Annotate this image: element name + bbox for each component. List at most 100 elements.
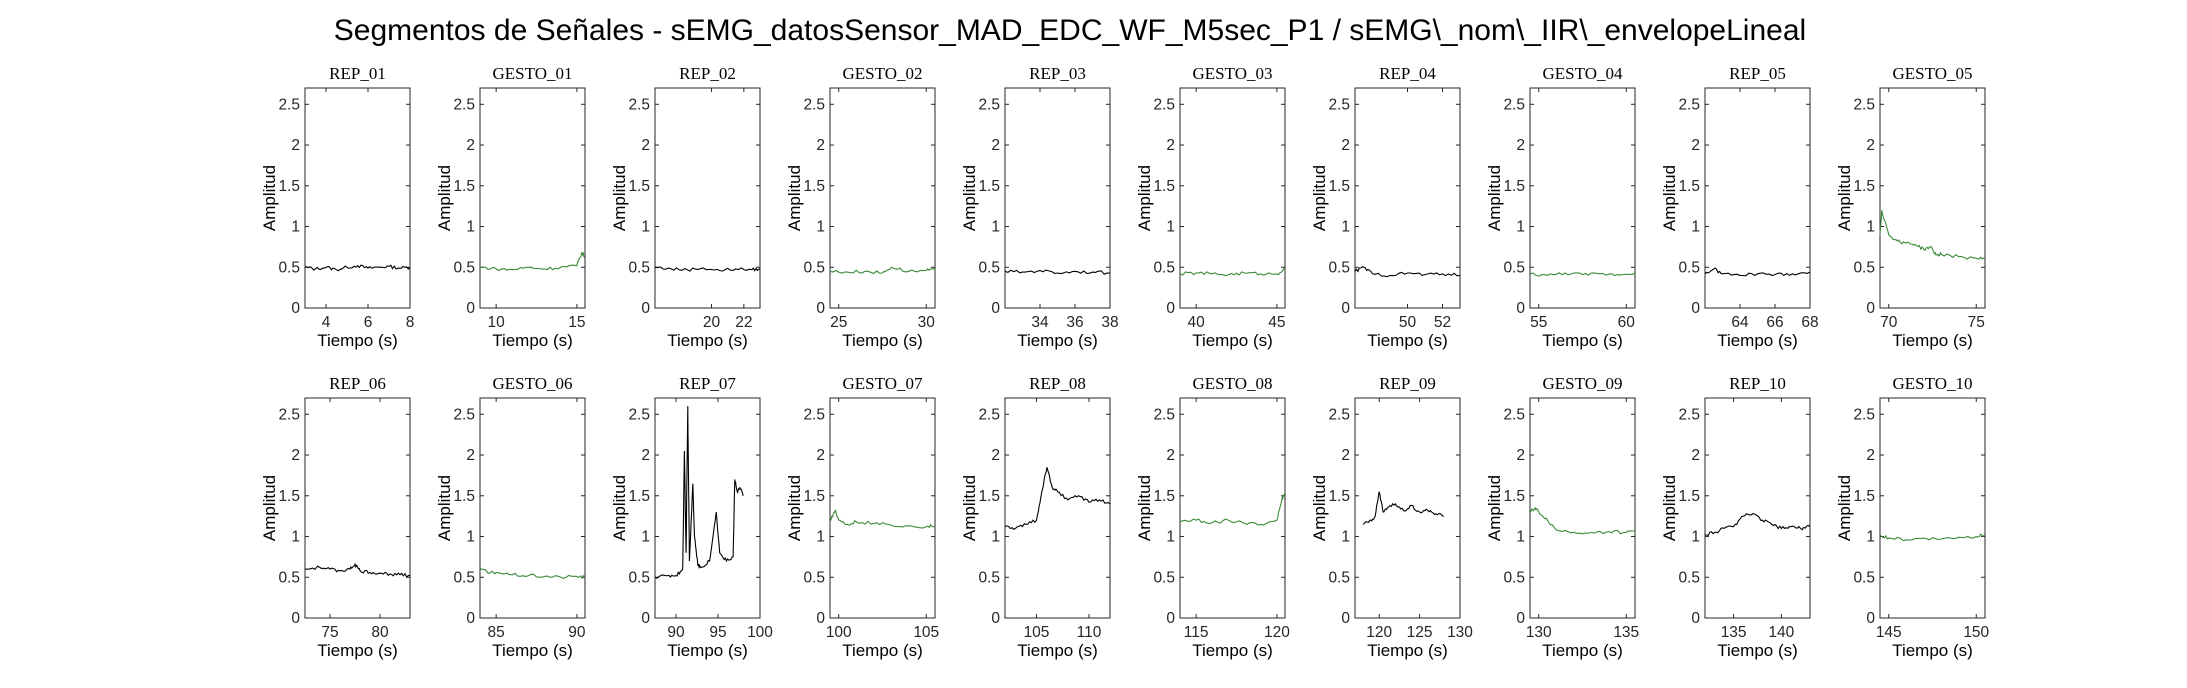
y-tick-label: 0 <box>291 300 300 317</box>
y-tick-label: 0.5 <box>978 569 1000 586</box>
x-axis-label: Tiempo (s) <box>492 331 573 350</box>
axes-box <box>654 397 761 619</box>
subplot-title: REP_02 <box>679 64 736 83</box>
y-tick-label: 2 <box>1166 447 1175 464</box>
y-tick-label: 0 <box>816 300 825 317</box>
signal-line <box>1354 266 1461 278</box>
x-tick-label: 150 <box>1963 624 1989 641</box>
x-tick-label: 64 <box>1731 314 1749 331</box>
x-axis-label: Tiempo (s) <box>1017 331 1098 350</box>
y-tick-label: 1.5 <box>453 178 475 195</box>
signal-line <box>304 562 410 578</box>
x-tick-label: 125 <box>1407 624 1433 641</box>
x-tick-label: 135 <box>1721 624 1747 641</box>
x-axis-label: Tiempo (s) <box>317 331 398 350</box>
y-tick-label: 0.5 <box>1153 259 1175 276</box>
signal-line <box>830 509 936 529</box>
x-tick-label: 4 <box>322 314 331 331</box>
y-tick-label: 2 <box>991 447 1000 464</box>
y-tick-label: 0.5 <box>803 259 825 276</box>
y-axis-label: Amplitud <box>960 475 979 541</box>
y-tick-label: 2.5 <box>1153 406 1175 423</box>
x-tick-label: 22 <box>735 314 752 331</box>
x-tick-label: 52 <box>1434 314 1451 331</box>
y-tick-label: 1.5 <box>1503 178 1525 195</box>
y-tick-label: 2 <box>1341 137 1350 154</box>
y-tick-label: 2.5 <box>1853 406 1875 423</box>
y-tick-label: 2.5 <box>1328 406 1350 423</box>
signal-line <box>304 264 411 272</box>
y-axis-label: Amplitud <box>1135 475 1154 541</box>
x-tick-label: 60 <box>1618 314 1636 331</box>
subplot-title: GESTO_07 <box>843 374 923 393</box>
subplot-title: REP_08 <box>1029 374 1086 393</box>
y-tick-label: 2.5 <box>803 96 825 113</box>
axes-box <box>1354 397 1461 619</box>
y-tick-label: 2 <box>291 447 300 464</box>
y-tick-label: 1 <box>291 529 300 546</box>
x-axis-label: Tiempo (s) <box>1367 331 1448 350</box>
y-axis-label: Amplitud <box>1485 475 1504 541</box>
subplot-title: GESTO_06 <box>493 374 573 393</box>
y-tick-label: 1.5 <box>278 488 300 505</box>
signal-line <box>829 266 936 275</box>
y-tick-label: 1.5 <box>628 178 650 195</box>
y-tick-label: 1.5 <box>1328 178 1350 195</box>
y-tick-label: 1 <box>1166 219 1175 236</box>
y-tick-label: 0 <box>641 610 650 627</box>
y-tick-label: 0 <box>991 300 1000 317</box>
y-tick-label: 0 <box>641 300 650 317</box>
y-tick-label: 2.5 <box>1503 406 1525 423</box>
x-axis-label: Tiempo (s) <box>1892 641 1973 660</box>
signal-line <box>1879 210 1986 260</box>
y-tick-label: 2.5 <box>278 96 300 113</box>
axes-box <box>1179 87 1286 309</box>
x-tick-label: 25 <box>830 314 847 331</box>
y-axis-label: Amplitud <box>610 475 629 541</box>
x-tick-label: 40 <box>1188 314 1206 331</box>
axes-box <box>829 87 936 309</box>
y-tick-label: 0.5 <box>628 259 650 276</box>
signal-line <box>1704 513 1811 537</box>
subplot-title: GESTO_08 <box>1193 374 1273 393</box>
y-tick-label: 1 <box>1341 219 1350 236</box>
y-tick-label: 1 <box>1341 529 1350 546</box>
x-tick-label: 135 <box>1613 624 1639 641</box>
y-axis-label: Amplitud <box>435 475 454 541</box>
x-tick-label: 130 <box>1526 624 1552 641</box>
x-tick-label: 75 <box>1968 314 1985 331</box>
x-tick-label: 8 <box>406 314 415 331</box>
y-tick-label: 1 <box>991 219 1000 236</box>
y-tick-label: 0.5 <box>1153 569 1175 586</box>
y-tick-label: 2 <box>1166 137 1175 154</box>
y-tick-label: 0 <box>1516 300 1525 317</box>
subplot-title: REP_06 <box>329 374 386 393</box>
x-tick-label: 80 <box>371 624 389 641</box>
subplot-title: REP_03 <box>1029 64 1086 83</box>
y-tick-label: 2.5 <box>453 96 475 113</box>
x-tick-label: 38 <box>1101 314 1118 331</box>
x-axis-label: Tiempo (s) <box>317 641 398 660</box>
x-axis-label: Tiempo (s) <box>1192 331 1273 350</box>
subplot-title: GESTO_05 <box>1893 64 1973 83</box>
y-tick-label: 2.5 <box>1153 96 1175 113</box>
y-tick-label: 2.5 <box>803 406 825 423</box>
axes-box <box>1529 87 1636 309</box>
y-tick-label: 1 <box>291 219 300 236</box>
x-tick-label: 110 <box>1077 624 1102 641</box>
y-axis-label: Amplitud <box>260 475 279 541</box>
y-axis-label: Amplitud <box>435 165 454 231</box>
y-tick-label: 1.5 <box>628 488 650 505</box>
subplot-title: REP_05 <box>1729 64 1786 83</box>
y-axis-label: Amplitud <box>1660 165 1679 231</box>
y-tick-label: 0 <box>466 300 475 317</box>
